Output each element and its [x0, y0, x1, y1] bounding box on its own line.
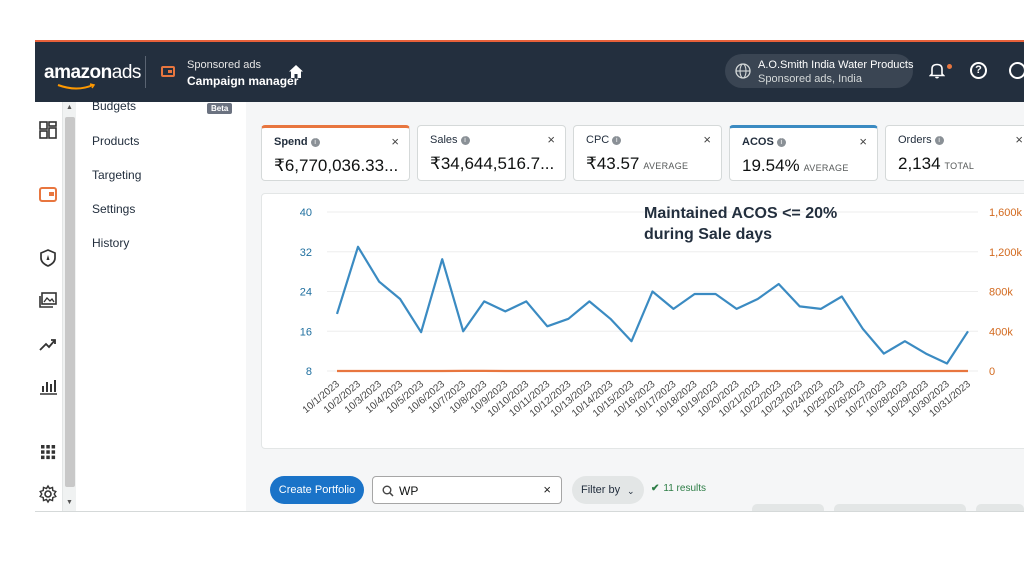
chevron-down-icon: ⌄	[627, 486, 635, 496]
metric-value: 2,134 TOTAL	[898, 154, 975, 173]
chart-annotation-line2: during Sale days	[644, 226, 773, 243]
close-icon[interactable]: ×	[1015, 132, 1023, 147]
metric-value: ₹6,770,036.33...	[274, 156, 399, 175]
account-marketplace: Sponsored ads, India	[758, 73, 862, 85]
sidebar-scrollbar-thumb[interactable]	[65, 117, 75, 487]
campaign-manager-subtitle: Sponsored ads	[187, 59, 261, 71]
scroll-down-arrow-icon[interactable]: ▼	[66, 499, 73, 506]
settings-gear-icon[interactable]	[38, 484, 58, 504]
partially-hidden-control	[976, 504, 1024, 511]
metric-card-spend[interactable]: Spend i × ₹6,770,036.33...	[261, 125, 410, 181]
metric-value: ₹43.57 AVERAGE	[586, 154, 689, 173]
left-axis-tick-label: 24	[300, 287, 312, 299]
scroll-up-arrow-icon[interactable]: ▲	[66, 104, 73, 111]
sidebar-item-settings[interactable]: Settings	[92, 202, 136, 216]
info-icon[interactable]: i	[460, 136, 470, 145]
metric-value: ₹34,644,516.7...	[430, 154, 555, 173]
search-input[interactable]	[399, 482, 539, 499]
app-window: amazonads Sponsored ads Campaign manager…	[35, 40, 1024, 512]
right-axis-tick-label: 400k	[989, 326, 1013, 338]
partially-hidden-control	[752, 504, 824, 511]
campaign-side-menu: Budgets Beta Products Targeting Settings…	[76, 99, 246, 511]
trend-icon[interactable]	[38, 334, 58, 354]
performance-chart: 8162432400400k800k1,200k1,600k10/1/20231…	[300, 207, 1023, 419]
right-axis-tick-label: 1,600k	[989, 207, 1023, 219]
metric-name: Sales i	[430, 134, 470, 146]
apps-grid-icon[interactable]	[38, 442, 58, 462]
close-icon[interactable]: ×	[391, 134, 399, 149]
campaign-manager-icon	[161, 66, 175, 77]
notification-dot	[947, 64, 952, 69]
performance-chart-panel: 8 16 24 32 40 0 400k 800k 1,200k 1,600k 10/1/2023 1…	[261, 193, 1024, 449]
info-icon[interactable]: i	[612, 136, 622, 145]
account-switcher[interactable]: A.O.Smith India Water Products Sponsored…	[725, 54, 913, 88]
search-box[interactable]: ×	[372, 476, 562, 504]
nav-divider	[145, 56, 146, 88]
bar-chart-icon[interactable]	[38, 376, 58, 396]
amazon-ads-logo[interactable]: amazonads	[44, 62, 141, 83]
metric-value: 19.54% AVERAGE	[742, 156, 849, 175]
media-icon[interactable]	[38, 290, 58, 310]
close-icon[interactable]: ×	[859, 134, 867, 149]
sidebar-item-targeting[interactable]: Targeting	[92, 168, 142, 182]
left-axis-tick-label: 32	[300, 247, 312, 259]
top-navigation-bar: amazonads Sponsored ads Campaign manager…	[35, 40, 1024, 102]
sidebar-item-history[interactable]: History	[92, 236, 130, 250]
help-icon[interactable]: ?	[970, 62, 987, 79]
left-icon-rail	[35, 102, 63, 511]
right-axis-tick-label: 0	[989, 366, 995, 378]
close-icon[interactable]: ×	[547, 132, 555, 147]
chart-annotation-line1: Maintained ACOS <= 20%	[644, 205, 838, 222]
info-icon[interactable]: i	[310, 138, 320, 147]
logo-smile-icon	[57, 83, 96, 90]
filter-by-button[interactable]: Filter by ⌄	[572, 476, 644, 504]
notifications-bell-icon[interactable]	[929, 62, 945, 79]
campaign-manager-icon[interactable]	[38, 184, 58, 204]
close-icon[interactable]: ×	[703, 132, 711, 147]
right-axis-tick-label: 800k	[989, 287, 1013, 299]
globe-icon	[735, 63, 751, 79]
metric-card-cpc[interactable]: CPC i × ₹43.57 AVERAGE	[573, 125, 722, 181]
partially-hidden-control	[834, 504, 966, 511]
sidebar-item-products[interactable]: Products	[92, 134, 140, 148]
info-icon[interactable]: i	[934, 136, 944, 145]
main-content: Spend i × ₹6,770,036.33... Sales i × ₹34,6…	[246, 102, 1024, 511]
metric-name: Spend i	[274, 136, 320, 148]
results-count: ✔ 11 results	[651, 483, 707, 494]
info-icon[interactable]: i	[776, 138, 786, 147]
beta-badge: Beta	[207, 103, 233, 114]
left-axis-tick-label: 8	[306, 366, 312, 378]
filter-by-label: Filter by	[581, 484, 621, 496]
clear-search-icon[interactable]: ×	[543, 482, 551, 497]
left-axis-tick-label: 40	[300, 207, 312, 219]
dashboard-icon[interactable]	[38, 120, 58, 140]
metric-card-orders[interactable]: Orders i × 2,134 TOTAL	[885, 125, 1024, 181]
shield-icon[interactable]	[38, 248, 58, 268]
metric-name: ACOS i	[742, 136, 786, 148]
acos-series-line	[335, 245, 969, 365]
home-icon[interactable]	[288, 64, 304, 80]
user-profile-icon[interactable]	[1009, 62, 1024, 79]
search-icon	[382, 485, 394, 497]
metric-card-sales[interactable]: Sales i × ₹34,644,516.7...	[417, 125, 566, 181]
check-icon: ✔	[651, 483, 660, 494]
metric-name: Orders i	[898, 134, 944, 146]
metric-name: CPC i	[586, 134, 622, 146]
create-portfolio-button[interactable]: Create Portfolio	[270, 476, 364, 504]
right-axis-tick-label: 1,200k	[989, 247, 1023, 259]
campaign-manager-title[interactable]: Campaign manager	[187, 74, 299, 88]
metric-card-acos[interactable]: ACOS i × 19.54% AVERAGE	[729, 125, 878, 181]
left-axis-tick-label: 16	[300, 326, 312, 338]
sidebar-item-budgets[interactable]: Budgets	[92, 99, 137, 113]
account-name: A.O.Smith India Water Products	[758, 59, 914, 71]
